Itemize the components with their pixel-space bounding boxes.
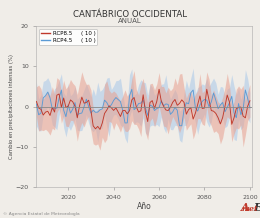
Text: met: met	[242, 204, 258, 213]
Y-axis label: Cambio en precipitaciones intensas (%): Cambio en precipitaciones intensas (%)	[9, 54, 14, 159]
Text: A: A	[241, 202, 250, 213]
Text: CANTÁBRICO OCCIDENTAL: CANTÁBRICO OCCIDENTAL	[73, 10, 187, 19]
X-axis label: Año: Año	[137, 201, 152, 211]
Legend: RCP8.5     ( 10 ), RCP4.5     ( 10 ): RCP8.5 ( 10 ), RCP4.5 ( 10 )	[39, 29, 98, 45]
Text: ANUAL: ANUAL	[118, 18, 142, 24]
Text: © Agencia Estatal de Meteorología: © Agencia Estatal de Meteorología	[3, 212, 79, 216]
Text: E: E	[254, 202, 260, 213]
